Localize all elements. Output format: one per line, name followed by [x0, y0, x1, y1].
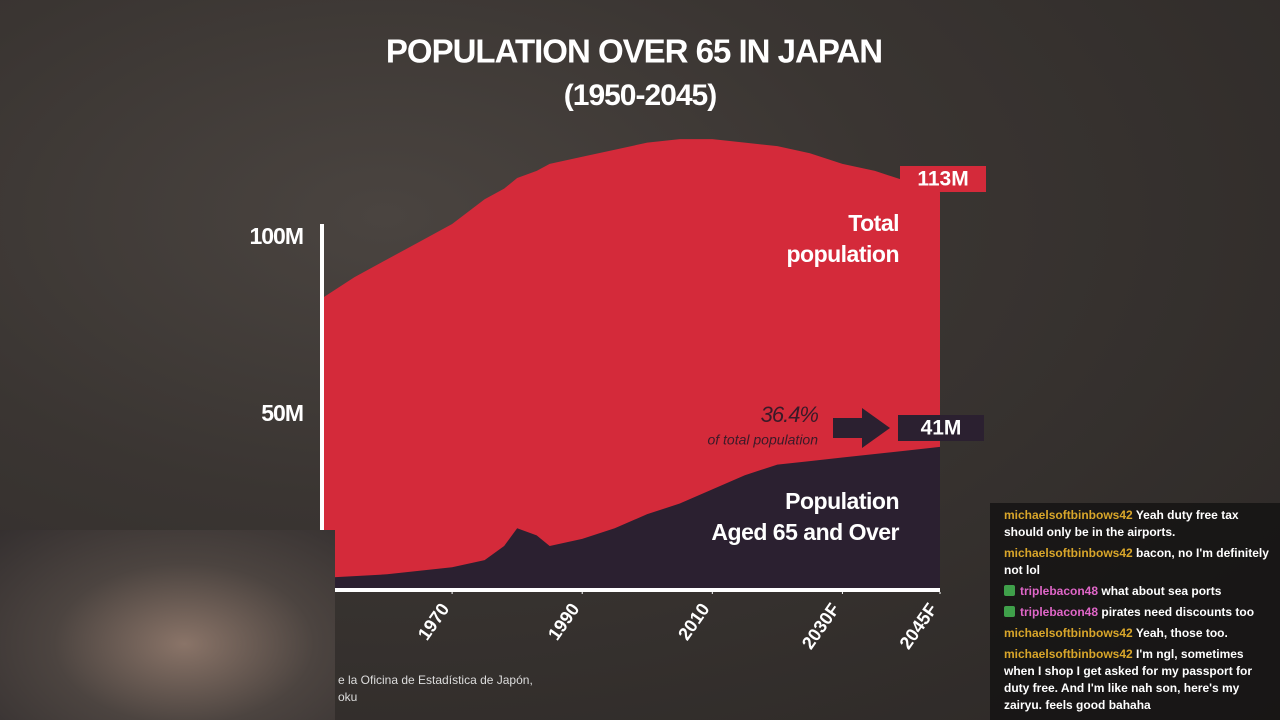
badge — [1004, 585, 1015, 596]
end-label: 41M — [921, 417, 962, 440]
series-label-line: Aged 65 and Over — [711, 519, 899, 545]
chat-message: michaelsoftbinbows42 Yeah, those too. — [1004, 625, 1274, 642]
annotation-value: 36.4% — [761, 402, 819, 427]
username[interactable]: michaelsoftbinbows42 — [1004, 546, 1133, 560]
x-tick-label: 2045F — [896, 600, 942, 653]
message-text: pirates need discounts too — [1101, 605, 1255, 619]
series-label-line: Population — [785, 488, 899, 514]
x-tick-label: 1990 — [544, 600, 583, 644]
source-line: e la Oficina de Estadística de Japón, — [338, 673, 533, 687]
annotation-text: of total population — [707, 432, 818, 448]
x-tick-label: 2030F — [798, 600, 844, 653]
username[interactable]: triplebacon48 — [1020, 584, 1099, 598]
y-tick-label: 50M — [261, 400, 303, 426]
message-text: I'm ngl, sometimes when I shop I get ask… — [1004, 647, 1253, 712]
chat-message: triplebacon48 what about sea ports — [1004, 583, 1274, 600]
series-label: Population Aged 65 and Over — [711, 486, 899, 548]
y-tick-label: 100M — [249, 223, 303, 249]
chat-panel: michaelsoftbinbows42 Yeah duty free tax … — [990, 503, 1280, 720]
x-tick-label: 1970 — [414, 600, 453, 644]
end-label-box — [898, 415, 984, 441]
chat-message: michaelsoftbinbows42 I'm ngl, sometimes … — [1004, 646, 1274, 714]
end-label: 113M — [917, 168, 968, 191]
series-label-line: Total — [848, 210, 899, 236]
end-label-box — [900, 166, 986, 192]
username[interactable]: triplebacon48 — [1020, 605, 1099, 619]
message-text: bacon, no I'm definitely not lol — [1004, 546, 1269, 577]
series-label: Total population — [786, 208, 899, 270]
username[interactable]: michaelsoftbinbows42 — [1004, 647, 1133, 661]
source-line: oku — [338, 690, 358, 704]
chat-message: triplebacon48 pirates need discounts too — [1004, 604, 1274, 621]
webcam — [0, 530, 335, 720]
username[interactable]: michaelsoftbinbows42 — [1004, 508, 1133, 522]
area — [322, 446, 940, 592]
chat-message: michaelsoftbinbows42 bacon, no I'm defin… — [1004, 545, 1274, 579]
chat-message: michaelsoftbinbows42 Yeah duty free tax … — [1004, 507, 1274, 541]
x-tick-label: 2010 — [674, 600, 713, 644]
username[interactable]: michaelsoftbinbows42 — [1004, 626, 1133, 640]
badge — [1004, 606, 1015, 617]
chart-subtitle: (1950-2045) — [564, 79, 716, 112]
chart-title: POPULATION OVER 65 IN JAPAN — [386, 33, 882, 70]
message-text: Yeah duty free tax should only be in the… — [1004, 508, 1239, 539]
message-text: what about sea ports — [1101, 584, 1222, 598]
message-text: Yeah, those too. — [1135, 626, 1228, 640]
arrow — [833, 408, 890, 448]
source: e la Oficina de Estadística de Japón, oku — [338, 672, 533, 706]
series-label-line: population — [786, 241, 899, 267]
